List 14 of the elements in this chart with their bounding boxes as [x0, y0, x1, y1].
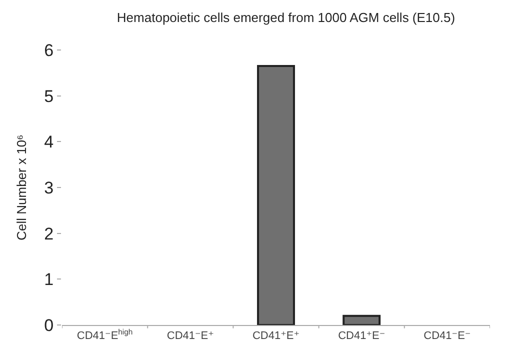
x-tick-label: CD41⁺E⁺	[252, 330, 300, 342]
chart-title: Hematopoietic cells emerged from 1000 AGM cells (E10.5)	[116, 10, 456, 25]
x-tick-label: CD41⁺E⁻	[338, 330, 386, 342]
x-tick-label: CD41⁻E⁻	[424, 330, 471, 342]
x-tick-label: CD41⁻E$^{high}$	[76, 328, 133, 342]
y-tick-label: 4	[44, 132, 54, 152]
x-tick-label: CD41⁻E⁺	[166, 330, 214, 342]
y-tick-label: 2	[44, 224, 54, 244]
y-tick-label: 0	[44, 316, 54, 335]
y-tick-label: 6	[44, 40, 54, 60]
y-axis-title: Cell Number x 10⁶	[14, 134, 30, 240]
y-tick-label: 3	[44, 178, 54, 198]
y-tick-label: 1	[44, 270, 54, 290]
y-tick-label: 5	[44, 86, 54, 106]
